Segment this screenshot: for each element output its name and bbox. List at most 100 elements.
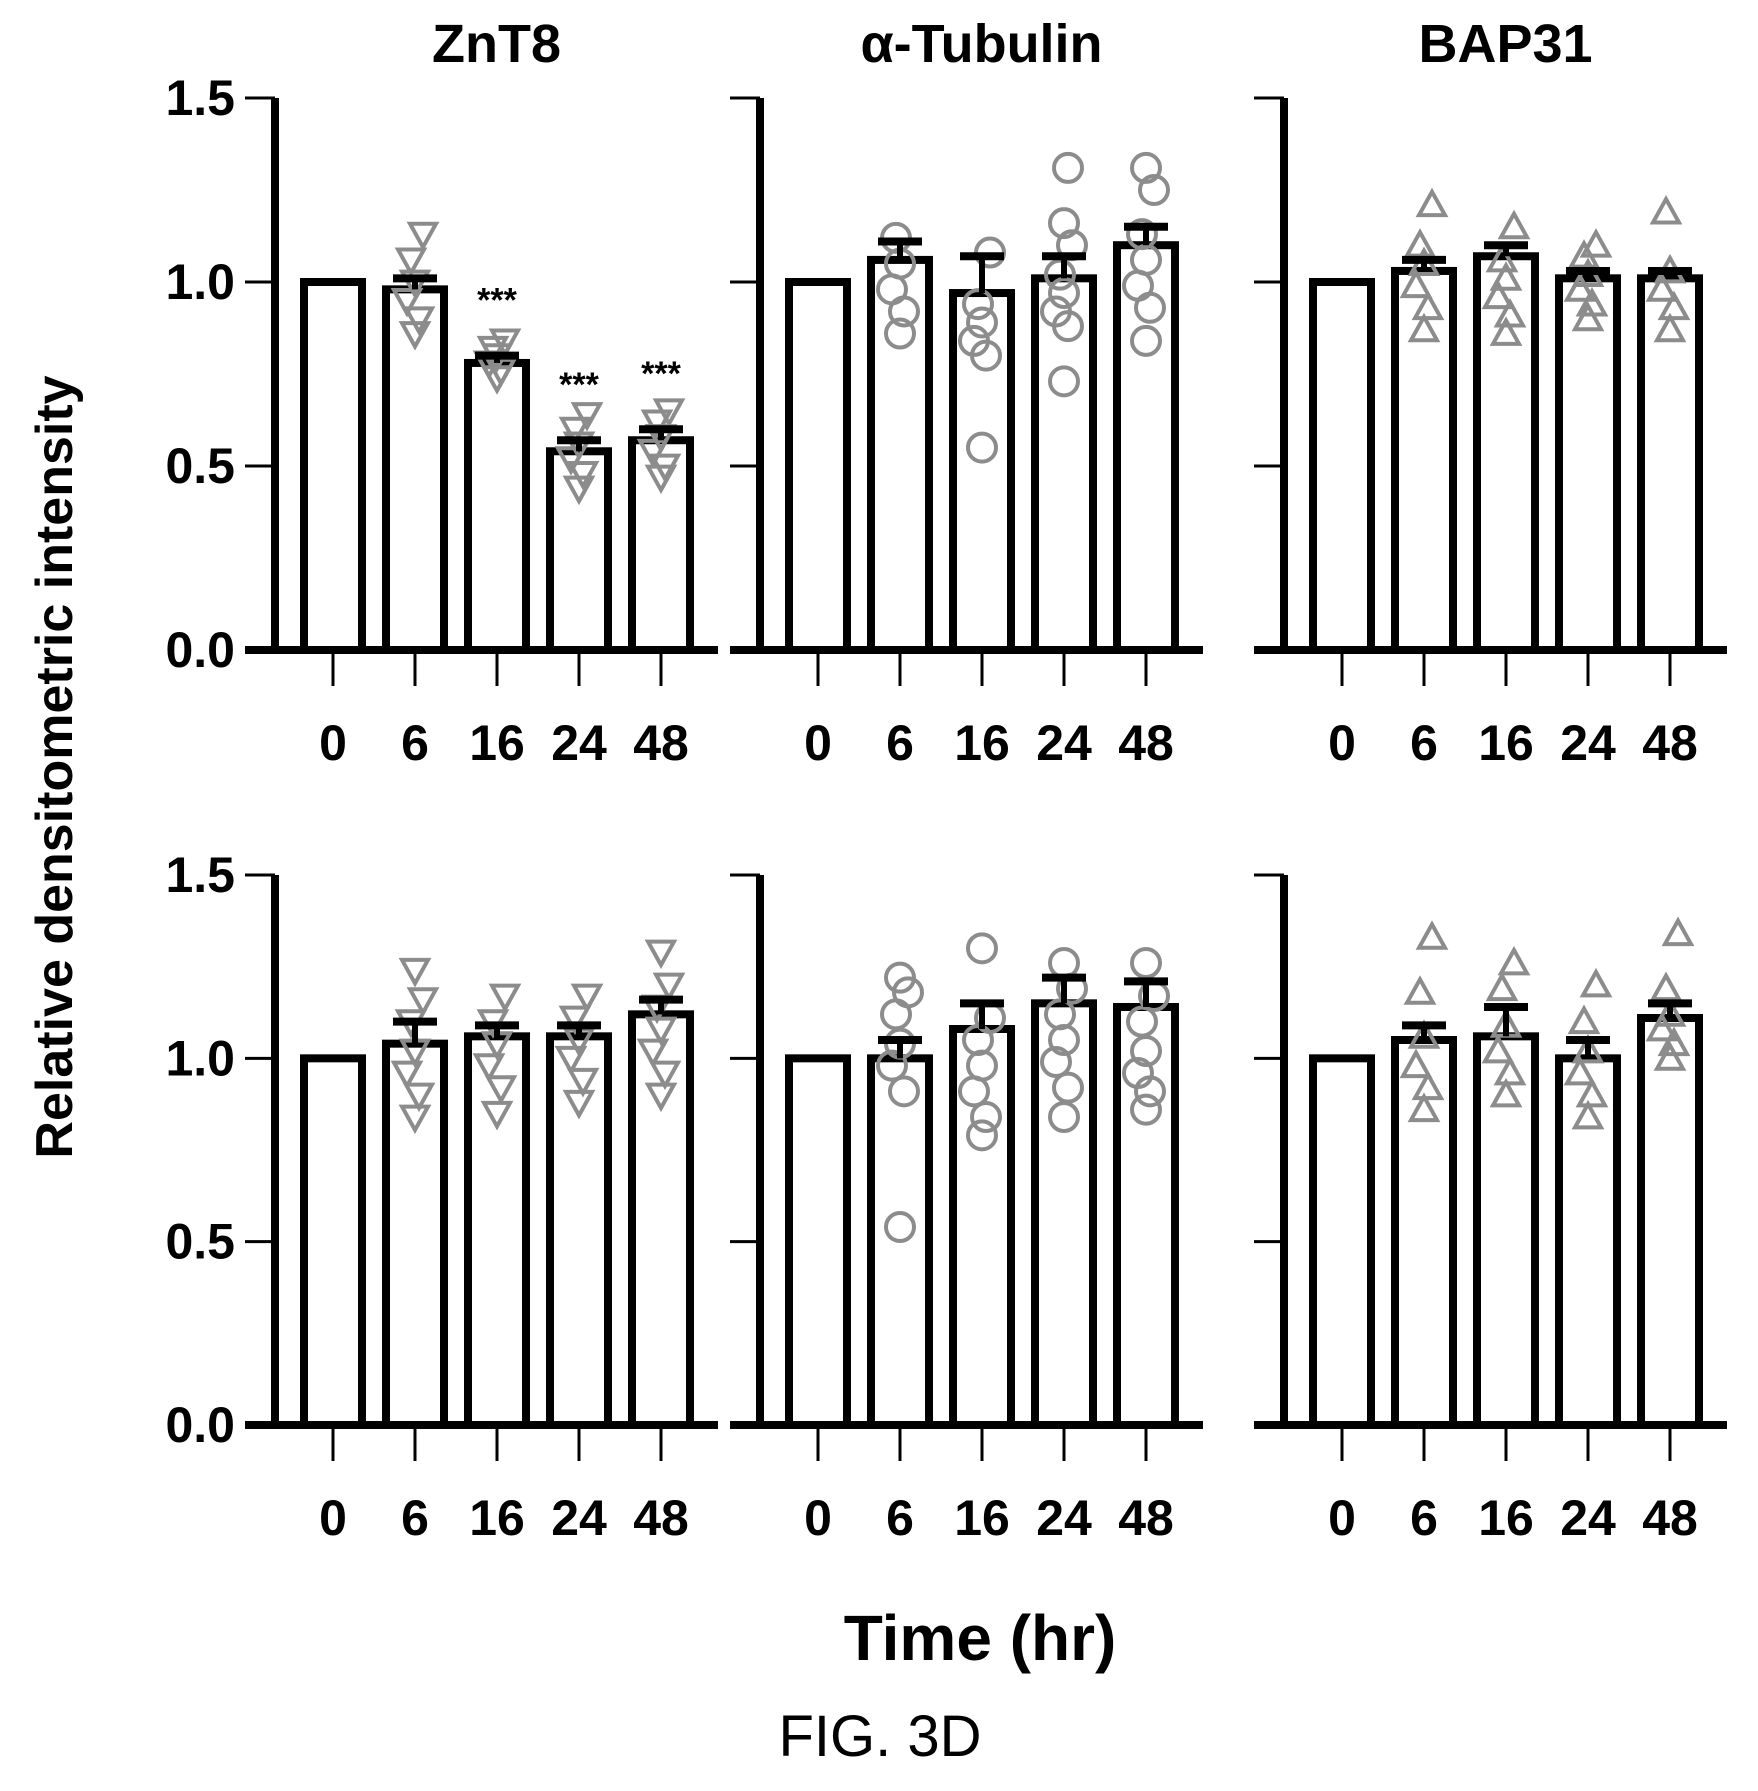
data-point xyxy=(472,1053,506,1083)
bar-6 xyxy=(1391,266,1457,654)
x-tick-label: 6 xyxy=(886,1490,914,1546)
x-axis-title: Time (hr) xyxy=(844,1602,1117,1674)
data-point xyxy=(488,328,522,358)
data-point xyxy=(554,1045,588,1076)
data-point xyxy=(1489,316,1523,346)
x-tick-label: 0 xyxy=(1328,1490,1356,1546)
data-point xyxy=(1571,301,1605,332)
data-point xyxy=(1130,947,1162,979)
bar-16 xyxy=(1473,1032,1539,1430)
data-point xyxy=(1407,1019,1441,1049)
data-point xyxy=(1649,971,1683,1002)
data-point xyxy=(1130,324,1162,357)
x-tick-label: 16 xyxy=(469,1490,525,1546)
bar-48 xyxy=(1637,274,1703,654)
y-tick-label: 1.5 xyxy=(165,70,235,126)
x-tick-label: 24 xyxy=(1560,1490,1616,1546)
panel-row1-col2: α-Tubulin 0 6 16 24 48 xyxy=(730,14,1203,771)
data-point xyxy=(1571,1033,1605,1064)
data-point xyxy=(1481,279,1515,310)
data-point xyxy=(966,306,998,339)
data-point xyxy=(970,1101,1002,1133)
x-tick-label: 0 xyxy=(804,1490,832,1546)
data-point xyxy=(558,416,592,447)
data-point xyxy=(1052,1071,1084,1104)
panel-row1-col1: ZnT8 *** *** *** 0.0 0.5 1.0 1.5 0 6 16 24 48 xyxy=(165,14,718,771)
data-point xyxy=(1493,298,1527,328)
data-point xyxy=(962,288,994,321)
panel-row2-col3: 0 6 16 24 48 xyxy=(1254,873,1727,1546)
data-point xyxy=(1661,916,1695,947)
data-point xyxy=(640,409,674,439)
data-point xyxy=(652,972,686,1003)
data-point xyxy=(1563,1055,1597,1086)
data-point xyxy=(1403,228,1437,258)
data-point xyxy=(652,398,686,428)
x-tick-label: 16 xyxy=(954,715,1010,771)
bar-24 xyxy=(1555,274,1621,654)
data-point xyxy=(1052,151,1084,184)
data-point xyxy=(562,1089,596,1120)
panel-row1-col3: BAP31 0 6 16 24 48 xyxy=(1254,14,1727,771)
data-point xyxy=(1411,290,1445,321)
panel-row2-col1: 0.0 0.5 1.0 1.5 0 6 16 24 48 xyxy=(165,847,718,1546)
data-point xyxy=(1485,971,1519,1002)
x-tick-label: 48 xyxy=(1118,715,1174,771)
data-point xyxy=(1403,975,1437,1005)
x-tick-label: 6 xyxy=(401,715,429,771)
data-point xyxy=(390,1060,424,1091)
data-point xyxy=(1040,295,1072,328)
data-point xyxy=(406,221,440,252)
data-point xyxy=(398,1104,432,1135)
data-point xyxy=(1575,1077,1609,1108)
data-point xyxy=(884,961,916,994)
x-tick-label: 48 xyxy=(1118,1490,1174,1546)
data-point xyxy=(1567,1004,1601,1035)
x-tick-label: 6 xyxy=(1410,1490,1438,1546)
data-point xyxy=(1040,1046,1072,1078)
data-point xyxy=(1649,194,1683,225)
data-point xyxy=(406,987,440,1017)
y-tick-label: 0.5 xyxy=(165,438,235,494)
y-tick-label: 1.5 xyxy=(165,847,235,903)
bar-0 xyxy=(785,1054,851,1430)
data-point xyxy=(1485,242,1519,273)
data-point xyxy=(1489,1077,1523,1108)
data-point xyxy=(484,1075,518,1105)
x-tick-label: 0 xyxy=(804,715,832,771)
data-point xyxy=(1579,228,1613,258)
data-point xyxy=(1130,1093,1162,1126)
data-point xyxy=(636,1038,670,1069)
figure-caption: FIG. 3D xyxy=(778,1704,981,1769)
data-point xyxy=(1415,920,1449,950)
bar-0 xyxy=(1309,1054,1375,1430)
data-point xyxy=(398,269,432,300)
data-point xyxy=(1048,207,1080,240)
y-tick-label: 0.5 xyxy=(165,1214,235,1270)
data-point xyxy=(1126,1005,1158,1038)
y-tick-label: 1.0 xyxy=(165,1030,235,1086)
data-point xyxy=(1138,174,1170,206)
x-tick-label: 0 xyxy=(1328,715,1356,771)
data-point xyxy=(1415,187,1449,218)
x-tick-label: 48 xyxy=(633,1490,689,1546)
x-tick-label: 24 xyxy=(551,715,607,771)
data-point xyxy=(1044,258,1076,291)
data-point xyxy=(398,957,432,988)
data-point xyxy=(570,402,604,432)
data-point xyxy=(480,1100,514,1131)
y-tick-label: 0.0 xyxy=(165,622,235,678)
bar-0 xyxy=(300,1054,366,1430)
data-point xyxy=(1563,272,1597,302)
data-point xyxy=(1645,1011,1679,1042)
chart-panels: ZnT8****** ***0.00.51.01.50 6 16 24 48α-Tubul… xyxy=(165,14,1727,1546)
x-tick-label: 16 xyxy=(1478,715,1534,771)
data-point xyxy=(558,1005,592,1036)
bar-24 xyxy=(1555,1054,1621,1430)
x-tick-label: 48 xyxy=(1642,715,1698,771)
data-point xyxy=(1126,218,1158,251)
data-point xyxy=(1645,272,1679,302)
data-point xyxy=(1130,151,1162,184)
data-point xyxy=(1497,945,1531,976)
